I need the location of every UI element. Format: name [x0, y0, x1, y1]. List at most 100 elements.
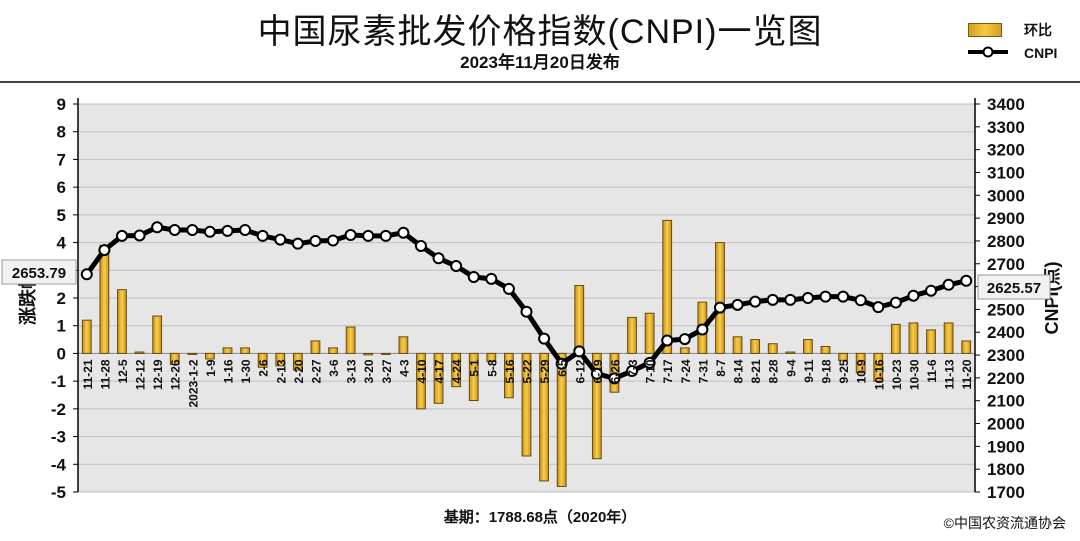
bar [574, 285, 585, 354]
bar [873, 352, 884, 382]
category-label: 9-4 [784, 359, 798, 377]
bar [240, 347, 250, 354]
bar [257, 352, 268, 368]
cnpi-point [819, 290, 832, 303]
cnpi-point [467, 271, 480, 284]
category-label: 2023-1-2 [186, 359, 200, 407]
cnpi-point [203, 225, 216, 238]
category-label: 5-22 [521, 359, 535, 383]
left-tick-label: 2 [57, 289, 66, 308]
cnpi-point [538, 332, 551, 345]
category-label: 8-21 [749, 359, 763, 383]
legend: 环比 CNPI [968, 18, 1078, 68]
cnpi-start-callout: 2653.79 [12, 265, 66, 282]
category-label: 3-6 [327, 359, 341, 377]
bar [416, 352, 426, 410]
category-label: 3-20 [362, 359, 376, 383]
bar [591, 352, 602, 460]
cnpi-point [925, 284, 938, 297]
right-tick-label: 3300 [987, 118, 1025, 137]
left-tick-label: 5 [57, 206, 66, 225]
bar [644, 312, 655, 354]
category-label: 11-28 [98, 359, 112, 389]
category-label: 7-24 [679, 359, 693, 383]
category-label: 9-11 [802, 359, 816, 383]
cnpi-point [450, 260, 463, 273]
cnpi-point [731, 298, 744, 311]
right-tick-label: 2700 [987, 255, 1025, 274]
category-label: 1-30 [239, 359, 253, 383]
axes-group: -5-4-3-2-1012345678917001800190020002100… [17, 95, 1062, 502]
category-label: 1-16 [222, 359, 236, 383]
category-label: 11-20 [960, 359, 974, 389]
cnpi-point [626, 365, 639, 378]
category-label: 6-5 [556, 359, 570, 377]
category-label: 6-12 [573, 359, 587, 383]
cnpi-point [274, 233, 287, 246]
cnpi-point [520, 305, 533, 318]
right-tick-label: 2400 [987, 323, 1025, 342]
category-label: 4-24 [450, 359, 464, 383]
category-label: 5-8 [485, 359, 499, 377]
bar [803, 339, 813, 354]
bar [205, 352, 215, 360]
category-label: 8-14 [732, 359, 746, 383]
bar [732, 336, 743, 354]
left-tick-label: 7 [57, 150, 66, 169]
bar [134, 351, 145, 354]
right-tick-label: 1700 [987, 483, 1025, 502]
right-tick-label: 2800 [987, 232, 1025, 251]
category-label: 7-17 [661, 359, 675, 383]
cnpi-point [854, 294, 867, 307]
right-tick-label: 2000 [987, 415, 1025, 434]
cnpi-point [485, 272, 498, 285]
cnpi-point [379, 229, 392, 242]
cnpi-point [784, 293, 797, 306]
left-tick-label: 4 [57, 234, 67, 253]
cnpi-point [327, 234, 340, 247]
bar [961, 340, 972, 354]
cnpi-point [221, 224, 234, 237]
callouts-group: 2653.79 2625.57 [1, 259, 1051, 300]
category-label: 4-3 [397, 359, 411, 377]
cnpi-point [362, 229, 375, 242]
category-label: 2-13 [274, 359, 288, 383]
right-tick-label: 3200 [987, 141, 1025, 160]
category-label: 12-5 [116, 359, 130, 383]
bar [855, 352, 866, 374]
bar [504, 352, 514, 399]
category-label: 3-27 [380, 359, 394, 383]
cnpi-point [80, 268, 93, 281]
category-label: 6-26 [608, 359, 622, 383]
category-label: 7-10 [644, 359, 658, 383]
cnpi-point [837, 290, 850, 303]
cnpi-point [151, 221, 164, 234]
left-tick-label: 0 [57, 344, 66, 363]
bar [838, 352, 848, 361]
left-tick-label: 1 [57, 317, 66, 336]
right-tick-label: 3100 [987, 163, 1025, 182]
category-label: 4-17 [433, 359, 447, 383]
left-tick-label: -2 [51, 400, 66, 419]
bar [398, 336, 409, 354]
cnpi-point [309, 234, 322, 247]
cnpi-point [168, 223, 181, 236]
bar [433, 352, 444, 404]
bar [275, 352, 286, 367]
category-label: 12-26 [169, 359, 183, 390]
chart-subtitle: 2023年11月20日发布 [460, 53, 620, 72]
category-label: 12-12 [134, 359, 148, 390]
cnpi-point [907, 289, 920, 302]
category-label: 11-13 [943, 359, 957, 389]
bar [679, 347, 690, 354]
bar [820, 346, 831, 354]
cnpi-point [801, 292, 814, 304]
cnpi-start-callout-box [1, 259, 77, 285]
category-label: 2-6 [257, 359, 271, 377]
bar [521, 352, 532, 457]
cnpi-point [713, 301, 726, 314]
cnpi-point [186, 223, 199, 236]
cnpi-point [643, 356, 656, 369]
legend-bar-swatch [968, 23, 1002, 37]
bar [222, 347, 233, 354]
